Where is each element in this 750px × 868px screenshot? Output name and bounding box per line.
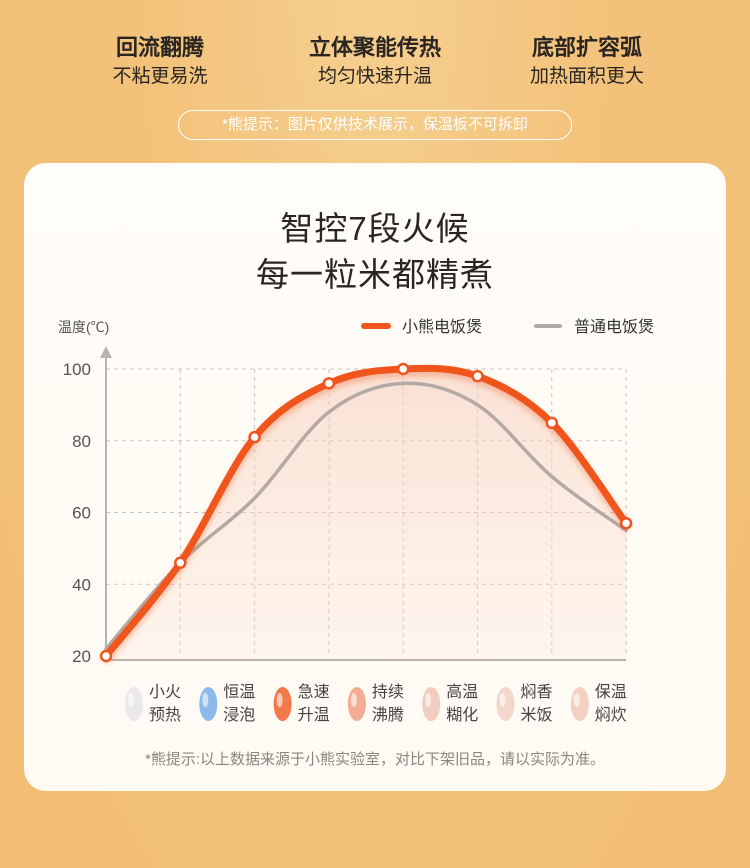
highlight-shape [573, 693, 580, 707]
steam-rice-icon [496, 687, 515, 721]
highlight-shape [350, 693, 357, 707]
y-tick-label: 80 [72, 432, 91, 451]
feature-title: 底部扩容弧 [531, 35, 642, 60]
highlight-shape [128, 693, 134, 707]
y-axis-label: 温度(℃) [58, 319, 109, 335]
highlight-shape [425, 693, 432, 707]
feature-heat-transfer: 立体聚能传热 均匀快速升温 [265, 34, 485, 90]
boiling-arrows-icon [347, 687, 366, 721]
data-point [99, 649, 113, 663]
image-notice: *熊提示：图片仅供技术展示，保温板不可拆卸 [178, 110, 572, 140]
chart-title-line1: 智控7段火候 [280, 210, 470, 247]
data-point [545, 416, 559, 430]
legend: 小熊电饭煲 普通电饭煲 [361, 318, 654, 336]
y-axis-arrow-icon [100, 346, 112, 358]
stage-label-line2: 焖炊 [595, 706, 627, 724]
stage-label-line1: 小火 [149, 683, 181, 701]
data-point [174, 556, 187, 569]
data-point [248, 430, 261, 444]
stage-label-line2: 预热 [149, 706, 181, 724]
stage-label-line1: 急速 [298, 683, 330, 701]
y-tick-label: 40 [72, 575, 91, 594]
data-point [396, 362, 410, 376]
stage-label-line2: 米饭 [521, 706, 553, 724]
data-footnote: *熊提示:以上数据来源于小熊实验室，对比下架旧品，请以实际为准。 [144, 751, 605, 768]
y-tick-label: 100 [63, 360, 91, 379]
heat-waves-icon [273, 687, 292, 721]
stage-label-line2: 浸泡 [223, 706, 255, 724]
chart-title-line2: 每一粒米都精煮 [256, 256, 494, 293]
data-point [471, 369, 484, 383]
y-tick-label: 60 [72, 504, 91, 523]
swirl-rice-icon [422, 687, 441, 721]
area-fill [106, 368, 627, 660]
highlight-shape [276, 693, 283, 707]
feature-bottom-arc: 底部扩容弧 加热面积更大 [477, 34, 697, 90]
feature-title: 回流翻腾 [115, 35, 204, 60]
highlight-shape [202, 693, 209, 707]
highlight-shape [499, 693, 506, 707]
water-rice-icon [199, 687, 218, 721]
data-point [619, 517, 633, 530]
stage-label-line1: 恒温 [223, 683, 255, 701]
y-tick-label: 20 [72, 647, 91, 666]
stage-label-line2: 沸腾 [372, 706, 404, 724]
warm-rice-icon [570, 687, 589, 721]
legend-label-bear: 小熊电饭煲 [402, 318, 482, 336]
feature-reflow: 回流翻腾 不粘更易洗 [50, 34, 270, 90]
stage-label-line1: 保温 [595, 683, 627, 701]
data-point [322, 377, 336, 390]
legend-label-regular: 普通电饭煲 [574, 318, 654, 336]
feature-row: 回流翻腾 不粘更易洗 立体聚能传热 均匀快速升温 底部扩容弧 加热面积更大 [0, 34, 750, 94]
feature-title: 立体聚能传热 [308, 35, 441, 60]
stage-label-line2: 糊化 [446, 706, 478, 724]
stage-label-line1: 高温 [446, 683, 478, 701]
axis-layer: 20 40 60 80 100 温度(℃) [58, 319, 627, 666]
stage-label-line1: 焖香 [521, 683, 553, 701]
stage-label-line1: 持续 [372, 683, 404, 701]
feature-subtitle: 均匀快速升温 [317, 66, 432, 87]
stage-label-line2: 升温 [298, 706, 330, 724]
feature-subtitle: 加热面积更大 [529, 66, 644, 87]
series-layer [99, 362, 633, 663]
feature-subtitle: 不粘更易洗 [112, 66, 208, 87]
rice-grain-icon [125, 687, 143, 721]
